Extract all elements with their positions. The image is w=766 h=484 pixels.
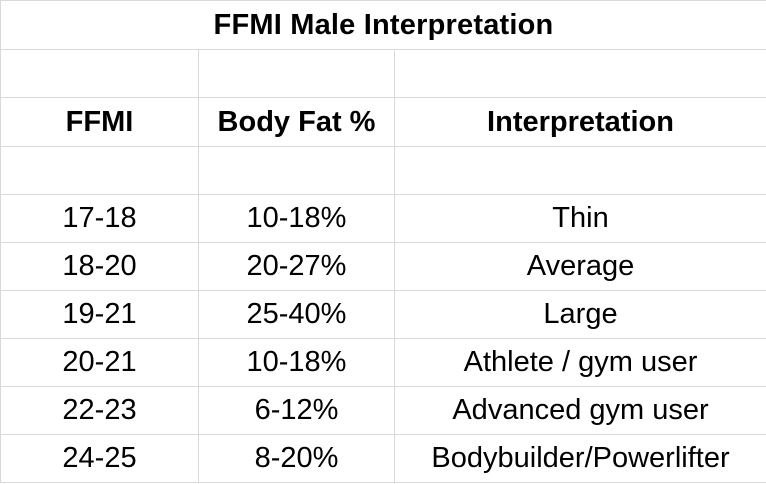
blank-row (0, 146, 766, 195)
table-row: 20-21 10-18% Athlete / gym user (0, 338, 766, 387)
body-fat-cell[interactable]: 25-40% (198, 290, 395, 339)
interpretation-cell[interactable]: Average (393, 242, 766, 291)
interpretation-cell[interactable]: Bodybuilder/Powerlifter (393, 434, 766, 483)
table-row: 22-23 6-12% Advanced gym user (0, 386, 766, 435)
interpretation-cell[interactable]: Advanced gym user (393, 386, 766, 435)
body-fat-cell[interactable]: 20-27% (198, 242, 395, 291)
empty-cell[interactable] (198, 146, 395, 195)
empty-cell[interactable] (393, 146, 766, 195)
ffmi-cell[interactable]: 19-21 (0, 290, 199, 339)
ffmi-cell[interactable]: 18-20 (0, 242, 199, 291)
table-row: 18-20 20-27% Average (0, 242, 766, 291)
header-body-fat[interactable]: Body Fat % (198, 97, 395, 147)
body-fat-cell[interactable]: 6-12% (198, 386, 395, 435)
header-row: FFMI Body Fat % Interpretation (0, 97, 766, 147)
ffmi-cell[interactable]: 20-21 (0, 338, 199, 387)
title-row: FFMI Male Interpretation (0, 0, 766, 50)
blank-row (0, 49, 766, 98)
table-row: 19-21 25-40% Large (0, 290, 766, 339)
body-fat-cell[interactable]: 10-18% (198, 194, 395, 243)
ffmi-cell[interactable]: 22-23 (0, 386, 199, 435)
header-interpretation[interactable]: Interpretation (393, 97, 766, 147)
empty-cell[interactable] (198, 49, 395, 98)
ffmi-cell[interactable]: 24-25 (0, 434, 199, 483)
table-row: 17-18 10-18% Thin (0, 194, 766, 243)
body-fat-cell[interactable]: 8-20% (198, 434, 395, 483)
empty-cell[interactable] (0, 49, 199, 98)
table-title[interactable]: FFMI Male Interpretation (0, 0, 766, 50)
interpretation-cell[interactable]: Athlete / gym user (393, 338, 766, 387)
interpretation-cell[interactable]: Thin (393, 194, 766, 243)
ffmi-cell[interactable]: 17-18 (0, 194, 199, 243)
empty-cell[interactable] (0, 146, 199, 195)
header-ffmi[interactable]: FFMI (0, 97, 199, 147)
interpretation-cell[interactable]: Large (393, 290, 766, 339)
table-row: 24-25 8-20% Bodybuilder/Powerlifter (0, 434, 766, 483)
empty-cell[interactable] (393, 49, 766, 98)
body-fat-cell[interactable]: 10-18% (198, 338, 395, 387)
